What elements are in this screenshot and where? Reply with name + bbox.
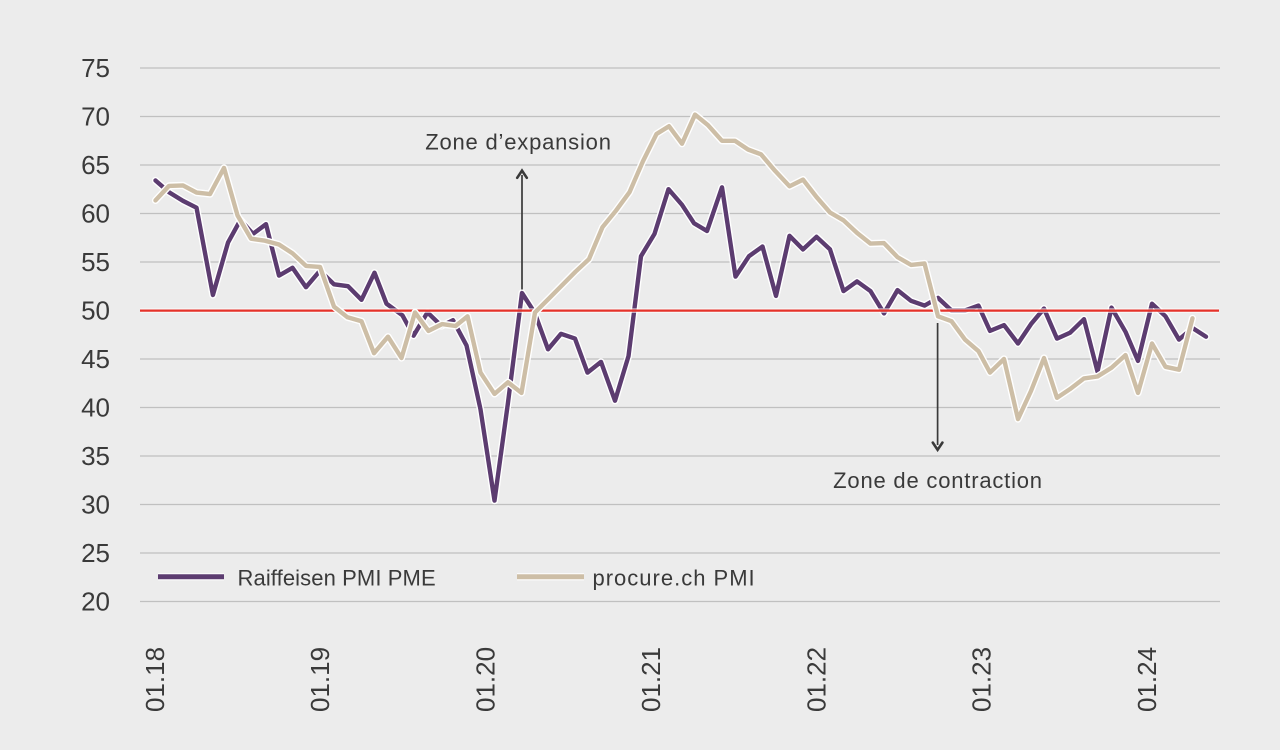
svg-text:75: 75 bbox=[81, 53, 110, 83]
svg-text:35: 35 bbox=[81, 441, 110, 471]
svg-text:70: 70 bbox=[81, 102, 110, 132]
svg-text:25: 25 bbox=[81, 538, 110, 568]
svg-text:01.24: 01.24 bbox=[1132, 647, 1162, 712]
svg-text:30: 30 bbox=[81, 490, 110, 520]
svg-text:01.23: 01.23 bbox=[967, 647, 997, 712]
svg-text:01.18: 01.18 bbox=[140, 647, 170, 712]
svg-text:65: 65 bbox=[81, 150, 110, 180]
svg-text:01.19: 01.19 bbox=[305, 647, 335, 712]
svg-text:Zone de contraction: Zone de contraction bbox=[833, 468, 1043, 493]
svg-text:Raiffeisen PMI PME: Raiffeisen PMI PME bbox=[238, 565, 436, 590]
svg-text:40: 40 bbox=[81, 393, 110, 423]
svg-text:20: 20 bbox=[81, 587, 110, 617]
svg-text:Zone d’expansion: Zone d’expansion bbox=[425, 130, 611, 155]
svg-text:01.21: 01.21 bbox=[636, 647, 666, 712]
svg-text:60: 60 bbox=[81, 199, 110, 229]
svg-text:procure.ch PMI: procure.ch PMI bbox=[593, 565, 756, 590]
svg-text:50: 50 bbox=[81, 296, 110, 326]
svg-text:55: 55 bbox=[81, 247, 110, 277]
svg-text:01.20: 01.20 bbox=[471, 647, 501, 712]
svg-text:01.22: 01.22 bbox=[801, 647, 831, 712]
svg-text:45: 45 bbox=[81, 344, 110, 374]
